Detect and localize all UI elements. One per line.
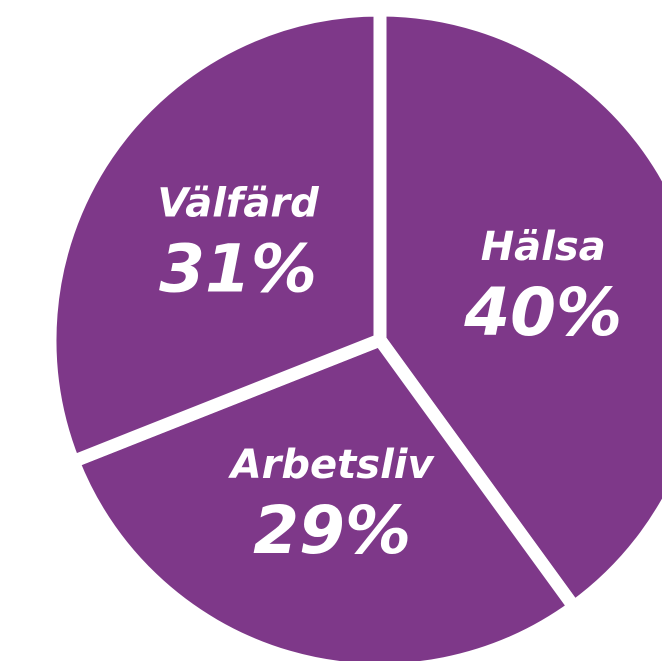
slice-value-label: 29% bbox=[253, 492, 411, 569]
slice-name: Välfärd bbox=[157, 181, 319, 227]
slice-name: Hälsa bbox=[481, 224, 606, 270]
pie-slice bbox=[373, 3, 662, 617]
slice-value-label: 40% bbox=[463, 274, 622, 351]
pie-slice bbox=[64, 332, 584, 661]
pie-slice bbox=[43, 3, 387, 470]
slice-value-label: 31% bbox=[159, 231, 317, 308]
slice-name: Arbetsliv bbox=[228, 442, 436, 488]
